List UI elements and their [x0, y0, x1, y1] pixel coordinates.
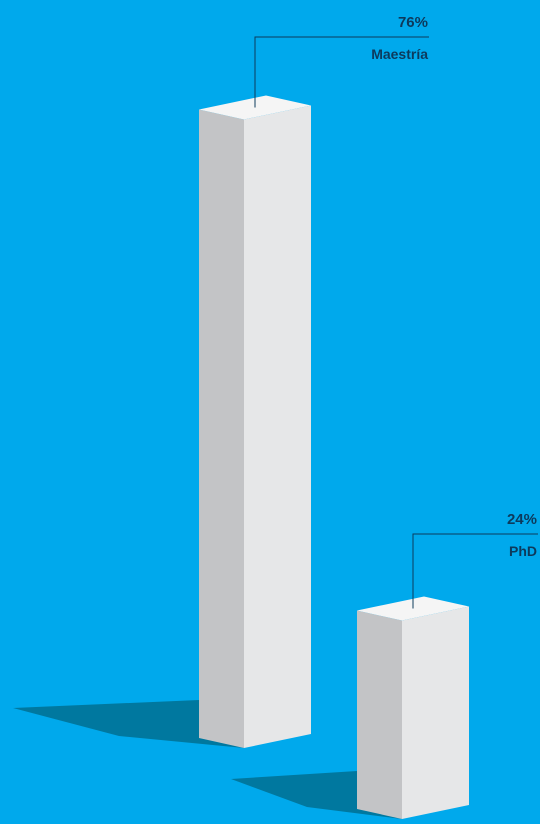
category-label: Maestría — [371, 46, 428, 62]
bar-side-face — [199, 109, 244, 749]
bar-group: 24% PhD — [231, 511, 538, 819]
data-label-value: 76% — [398, 14, 428, 31]
bar-front-face — [244, 105, 311, 749]
leader-line — [254, 36, 429, 108]
bar-shadow — [13, 700, 244, 748]
bar-group: 76% Maestría — [13, 14, 429, 749]
bar-side-face — [357, 610, 402, 819]
bar-front-face — [402, 606, 469, 819]
category-label: PhD — [509, 543, 537, 559]
leader-line — [412, 533, 538, 609]
data-label-value: 24% — [507, 511, 537, 528]
